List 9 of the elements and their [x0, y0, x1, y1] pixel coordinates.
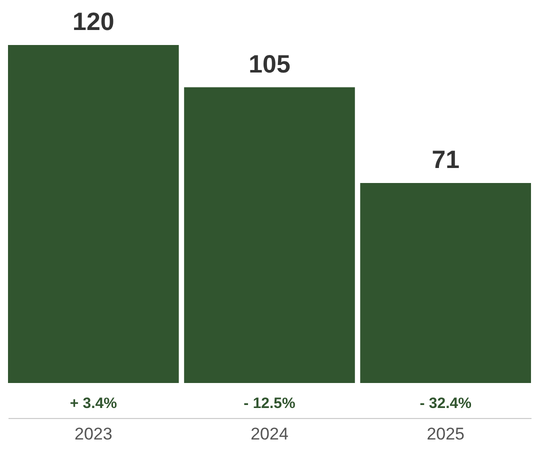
text: - 32.4% — [420, 395, 472, 412]
x-tick-label: 2024 — [250, 424, 288, 444]
data-label: 105 — [248, 50, 290, 78]
data-label: 71 — [432, 146, 460, 174]
text: - 12.5% — [244, 395, 296, 412]
data-label: 120 — [72, 8, 114, 36]
text: + 3.4% — [70, 395, 117, 412]
x-tick-label: 2025 — [426, 424, 465, 444]
x-tick-label: 2023 — [74, 424, 112, 444]
